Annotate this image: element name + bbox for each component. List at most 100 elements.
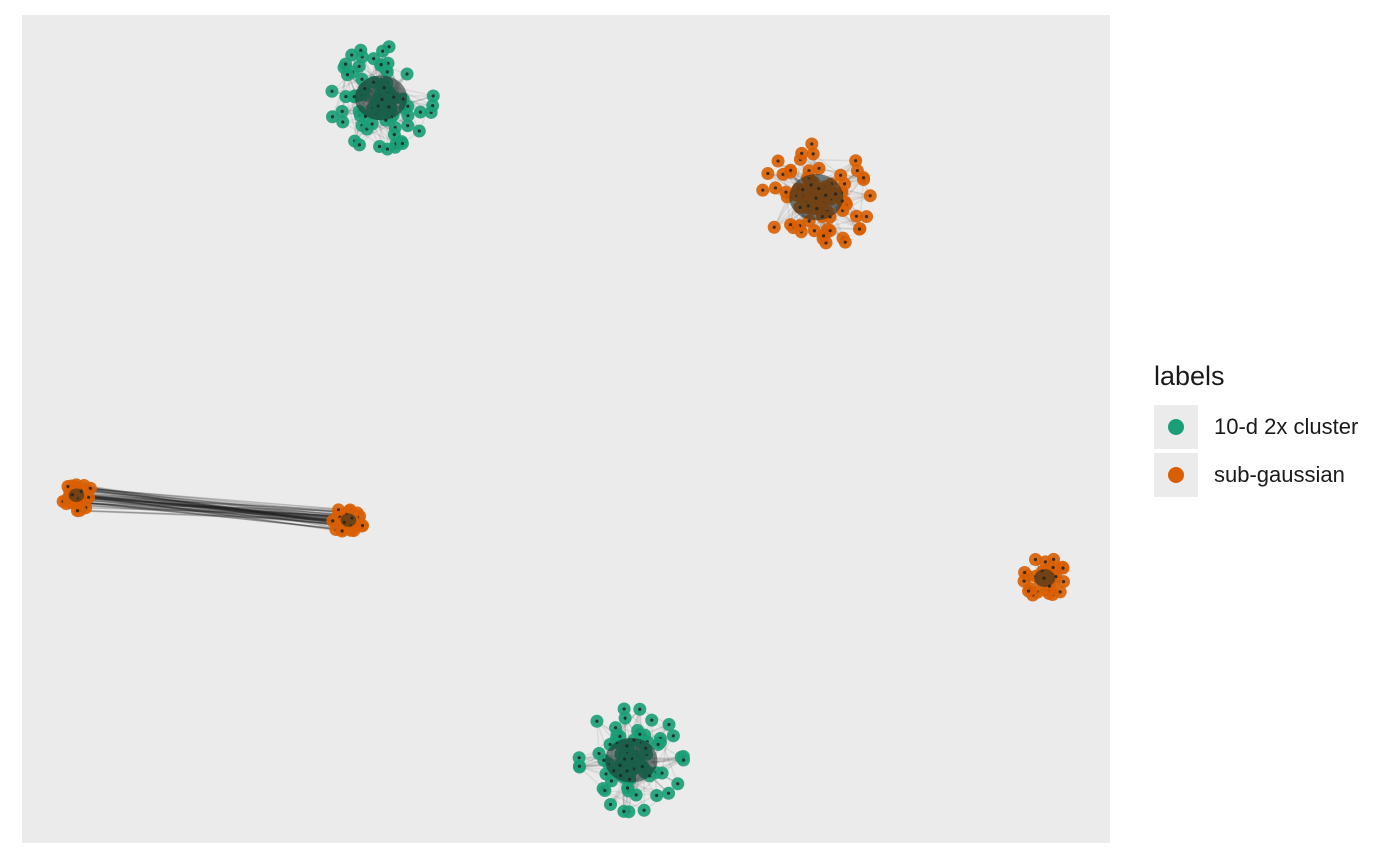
link-line [83, 504, 353, 520]
link-line [72, 486, 351, 511]
data-point-core [625, 786, 630, 790]
link-line [71, 501, 350, 512]
link-line [75, 493, 338, 517]
link-line [76, 494, 358, 526]
cluster-core [68, 488, 85, 502]
data-point-core [379, 63, 383, 67]
link-line [76, 484, 354, 532]
data-point-core [385, 70, 389, 74]
data-point-core [781, 172, 785, 176]
data-point-core [817, 166, 821, 170]
plot-panel [22, 15, 1110, 843]
data-point-core [638, 707, 642, 711]
link-line [76, 502, 333, 522]
link-line [79, 509, 349, 521]
data-point-core [360, 524, 365, 528]
data-point-core [623, 716, 627, 720]
cluster-edge [800, 158, 856, 162]
link-line [81, 490, 351, 526]
legend-item-cluster: 10-d 2x cluster [1154, 404, 1358, 450]
data-point-core [75, 509, 80, 513]
link-line [75, 497, 347, 521]
link-line [84, 496, 350, 527]
data-point-core [842, 182, 847, 186]
data-point-core [857, 227, 862, 231]
data-point-core [855, 169, 859, 173]
data-point-core [344, 95, 348, 99]
link-line [69, 489, 347, 515]
link-line [88, 496, 352, 519]
data-point-core [602, 758, 606, 762]
legend-swatch-cluster [1168, 419, 1184, 435]
data-point-core [1051, 565, 1055, 570]
data-point-core [811, 152, 815, 156]
data-point-core [667, 722, 671, 727]
data-point-core [341, 120, 345, 124]
link-line [85, 506, 356, 517]
data-point-core [406, 104, 410, 108]
data-point-core [861, 176, 866, 180]
data-point-core [604, 772, 608, 776]
data-point-core [330, 89, 334, 93]
cluster-core [605, 737, 658, 783]
data-point-core [357, 64, 361, 68]
data-point-core [340, 529, 344, 533]
link-line [76, 496, 350, 518]
data-point-core [1022, 570, 1027, 575]
data-point-core [400, 141, 405, 146]
data-point-core [638, 732, 642, 736]
data-point-core [431, 94, 435, 98]
data-point-core [417, 129, 421, 133]
data-point-core [360, 77, 364, 81]
link-line [79, 494, 344, 522]
link-line [82, 489, 351, 525]
data-point-core [784, 190, 788, 194]
legend-key [1154, 453, 1198, 497]
data-point-core [86, 495, 91, 499]
link-line [68, 496, 347, 516]
link-line [78, 487, 354, 524]
data-point-core [854, 159, 858, 163]
data-point-core [761, 188, 765, 192]
data-point-core [331, 519, 335, 523]
data-point-core [821, 234, 826, 238]
legend-item-sub-gaussian: sub-gaussian [1154, 452, 1358, 498]
link-line [75, 486, 347, 514]
cluster-edge [790, 171, 864, 181]
link-line [77, 495, 339, 511]
data-point-core [66, 484, 70, 489]
data-point-core [418, 110, 423, 114]
data-point-core [597, 751, 601, 756]
legend-title: labels [1154, 361, 1225, 391]
data-point-core [800, 151, 804, 155]
link-line [83, 492, 360, 517]
legend-swatch-sub-gaussian [1168, 467, 1184, 483]
legend-label-cluster: 10-d 2x cluster [1214, 414, 1359, 439]
data-point-core [812, 229, 816, 233]
data-point-core [839, 173, 843, 177]
link-line [77, 497, 351, 520]
data-point-core [1058, 590, 1062, 594]
link-line [74, 497, 347, 527]
data-point-core [350, 53, 354, 57]
legend: labels 10-d 2x cluster sub-gaussian [1154, 360, 1358, 500]
data-point-core [387, 45, 391, 49]
link-line [70, 501, 350, 518]
data-point-core [666, 791, 671, 795]
data-point-core [655, 793, 659, 798]
data-point-core [868, 194, 872, 198]
data-point-core [330, 115, 335, 119]
cluster-core [354, 75, 408, 121]
cluster-core [1034, 569, 1056, 587]
data-point-core [1022, 579, 1026, 583]
link-line [81, 493, 358, 514]
data-point-core [1043, 560, 1047, 564]
data-point-core [431, 104, 435, 108]
data-point-core [385, 147, 389, 151]
link-line [67, 485, 358, 518]
data-point-core [622, 707, 626, 711]
data-point-core [622, 809, 626, 813]
link-line [80, 493, 349, 521]
data-point-core [807, 169, 811, 173]
data-point-core [1051, 557, 1056, 561]
